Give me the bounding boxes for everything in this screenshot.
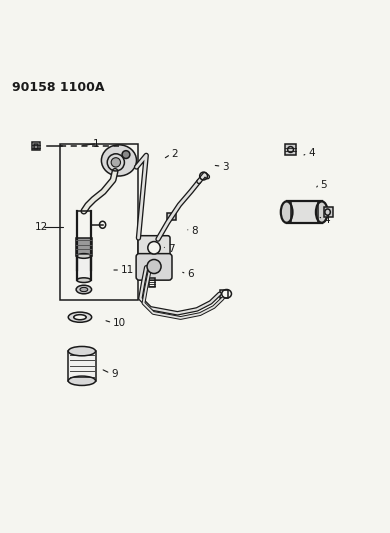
Text: 11: 11 [121,265,134,276]
Ellipse shape [74,314,86,320]
Text: 3: 3 [222,162,229,172]
Ellipse shape [101,145,136,176]
Circle shape [147,260,161,273]
Bar [220,289,228,298]
Text: 12: 12 [35,222,48,232]
Ellipse shape [77,254,91,259]
Ellipse shape [77,278,91,282]
Bar [149,278,155,287]
Circle shape [122,151,130,158]
Ellipse shape [316,201,328,223]
Bar [324,207,333,217]
Text: 4: 4 [324,215,330,225]
Bar [76,238,92,256]
Ellipse shape [281,201,292,223]
Text: 10: 10 [113,318,126,328]
Text: 1: 1 [93,139,99,149]
Bar [285,144,296,155]
Bar [32,142,40,150]
Text: 2: 2 [172,149,178,159]
Bar [78,256,90,280]
Bar [287,201,322,223]
Bar [68,351,96,381]
Ellipse shape [68,346,96,356]
FancyBboxPatch shape [138,236,170,260]
Bar [60,144,138,300]
Circle shape [148,241,160,254]
Ellipse shape [76,285,92,294]
FancyBboxPatch shape [136,254,172,280]
Text: 6: 6 [187,269,194,279]
Bar [34,144,38,149]
Ellipse shape [68,376,96,385]
Ellipse shape [68,312,92,322]
Bar [167,213,176,220]
Circle shape [111,158,121,167]
Text: 90158 1100A: 90158 1100A [12,81,104,94]
Text: 4: 4 [308,148,315,158]
Ellipse shape [80,287,88,292]
Text: 5: 5 [320,180,326,190]
Text: 9: 9 [111,369,118,379]
Text: 7: 7 [168,244,174,254]
Text: 8: 8 [191,227,198,237]
